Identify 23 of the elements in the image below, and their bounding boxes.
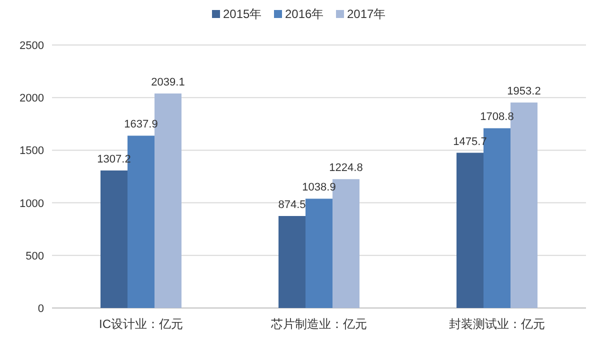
data-label: 1953.2 [507, 86, 541, 98]
x-tick-label: IC设计业：亿元 [99, 317, 183, 331]
y-tick-label: 500 [26, 250, 44, 262]
data-label: 1637.9 [124, 118, 158, 131]
bar [306, 198, 332, 308]
y-tick-label: 2500 [20, 40, 44, 52]
data-label: 1708.8 [480, 111, 514, 124]
legend-label: 2017年 [347, 7, 386, 21]
bar [456, 152, 484, 308]
y-tick-label: 2000 [20, 92, 44, 105]
x-tick-label: 芯片制造业：亿元 [270, 317, 367, 331]
legend-label: 2015年 [223, 7, 262, 21]
y-tick-label: 1000 [20, 198, 44, 210]
bar [100, 170, 128, 308]
data-label: 1224.8 [329, 162, 363, 174]
y-tick-label: 1500 [20, 145, 44, 158]
data-label: 1038.9 [302, 182, 336, 194]
data-label: 2039.1 [151, 76, 185, 88]
data-label: 874.5 [278, 199, 306, 212]
y-tick-label: 0 [38, 303, 44, 315]
bar [278, 216, 306, 308]
x-tick-label: 封装测试业：亿元 [449, 317, 545, 331]
legend-label: 2016年 [285, 7, 324, 21]
